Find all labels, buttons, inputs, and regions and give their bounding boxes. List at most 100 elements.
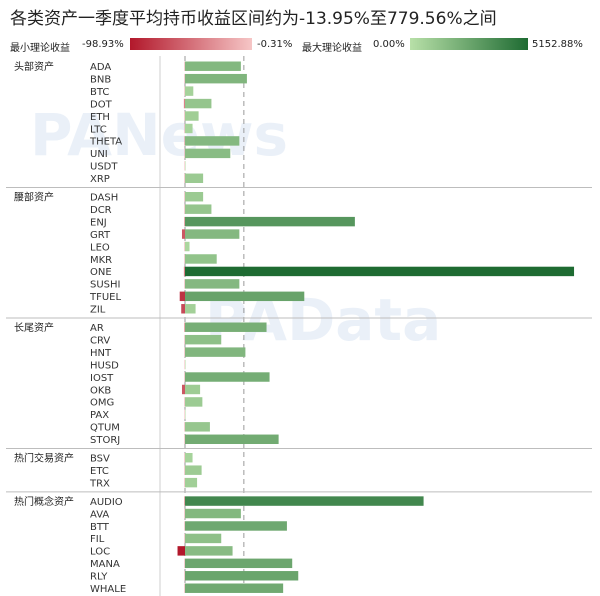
max-return-bar xyxy=(185,334,222,345)
category-label: HUSD xyxy=(90,360,119,371)
category-label: SUSHI xyxy=(90,280,120,291)
min-return-bar xyxy=(184,359,185,370)
min-return-bar xyxy=(183,98,185,109)
max-return-bar xyxy=(185,86,194,96)
max-return-bar xyxy=(185,434,279,444)
category-label: RLY xyxy=(90,572,108,583)
category-label: LTC xyxy=(90,124,107,135)
max-return-bar xyxy=(185,241,190,252)
max-return-bar xyxy=(185,173,204,183)
category-label: AVA xyxy=(90,509,109,520)
max-return-bar xyxy=(185,465,202,475)
category-label: GRT xyxy=(90,230,111,241)
category-label: MKR xyxy=(90,255,112,266)
category-label: BTC xyxy=(90,87,109,98)
legend-min-gradient xyxy=(130,38,252,50)
max-return-bar xyxy=(185,521,287,531)
min-return-bar xyxy=(183,266,185,277)
max-return-bar xyxy=(185,254,217,264)
max-return-bar xyxy=(185,322,267,332)
max-return-bar xyxy=(185,409,186,420)
max-return-bar xyxy=(185,384,201,395)
max-return-bar xyxy=(185,266,575,277)
max-return-bar xyxy=(185,161,186,171)
min-return-bar xyxy=(184,322,185,332)
category-label: HNT xyxy=(90,348,112,359)
max-return-bar xyxy=(185,192,204,202)
min-return-bar xyxy=(184,279,185,289)
category-label: BTT xyxy=(90,522,110,533)
max-return-bar xyxy=(185,347,246,357)
group-label: 热门交易资产 xyxy=(14,452,74,465)
category-label: DASH xyxy=(90,193,118,204)
legend-min-label: 最小理论收益 xyxy=(10,43,70,54)
category-label: LOC xyxy=(90,547,110,558)
category-label: CRV xyxy=(90,335,110,346)
min-return-bar xyxy=(184,372,185,382)
min-return-bar xyxy=(184,334,185,345)
min-return-bar xyxy=(181,304,185,314)
category-label: FIL xyxy=(90,534,105,545)
category-label: DOT xyxy=(90,99,113,110)
min-return-bar xyxy=(184,465,185,475)
min-return-bar xyxy=(184,397,185,407)
category-label: OKB xyxy=(90,385,111,396)
max-return-bar xyxy=(185,279,240,289)
max-return-bar xyxy=(185,111,199,121)
min-return-bar xyxy=(181,229,185,239)
category-label: AR xyxy=(90,323,104,334)
category-label: PAX xyxy=(90,410,109,421)
min-return-bar xyxy=(184,241,185,252)
min-return-bar xyxy=(184,73,185,84)
category-label: BNB xyxy=(90,74,111,85)
max-return-bar xyxy=(185,61,241,71)
min-return-bar xyxy=(184,148,185,159)
min-return-bar xyxy=(179,291,185,302)
category-label: AUDIO xyxy=(90,497,123,508)
max-return-bar xyxy=(185,571,299,581)
max-return-bar xyxy=(185,123,193,134)
min-return-bar xyxy=(184,173,185,183)
min-return-bar xyxy=(184,123,185,134)
category-label: OMG xyxy=(90,398,114,409)
group-label: 腰部资产 xyxy=(14,191,54,204)
min-return-bar xyxy=(184,496,185,506)
max-return-bar xyxy=(185,73,247,84)
min-return-bar xyxy=(184,521,185,531)
min-return-bar xyxy=(184,434,185,444)
min-return-bar xyxy=(184,192,185,202)
min-return-bar xyxy=(184,409,185,420)
min-return-bar xyxy=(184,136,185,146)
max-return-bar xyxy=(185,216,355,227)
max-return-bar xyxy=(185,397,203,407)
legend-max-label: 最大理论收益 xyxy=(302,43,362,54)
max-return-bar xyxy=(185,372,270,382)
min-return-bar xyxy=(177,546,185,556)
category-label: TFUEL xyxy=(89,292,121,303)
category-label: XRP xyxy=(90,174,110,185)
min-return-bar xyxy=(184,61,185,71)
max-return-bar xyxy=(185,496,424,506)
legend-max-gradient xyxy=(410,38,528,50)
min-return-bar xyxy=(184,583,185,593)
category-label: ZIL xyxy=(90,305,106,316)
min-return-bar xyxy=(184,254,185,264)
min-return-bar xyxy=(184,86,185,96)
min-return-bar xyxy=(184,558,185,569)
chart-title: 各类资产一季度平均持币收益区间约为-13.95%至779.56%之间 xyxy=(10,9,497,29)
min-return-bar xyxy=(184,204,185,214)
max-return-bar xyxy=(185,477,198,488)
category-label: BSV xyxy=(90,454,110,465)
max-return-bar xyxy=(185,583,284,593)
min-return-bar xyxy=(184,216,185,227)
max-return-bar xyxy=(185,508,241,519)
category-label: WHALE xyxy=(90,584,126,595)
min-return-bar xyxy=(184,453,185,463)
max-return-bar xyxy=(185,533,222,544)
category-label: DCR xyxy=(90,205,112,216)
category-label: ADA xyxy=(90,62,111,73)
category-label: LEO xyxy=(90,242,110,253)
min-return-bar xyxy=(184,533,185,544)
category-label: MANA xyxy=(90,559,120,570)
